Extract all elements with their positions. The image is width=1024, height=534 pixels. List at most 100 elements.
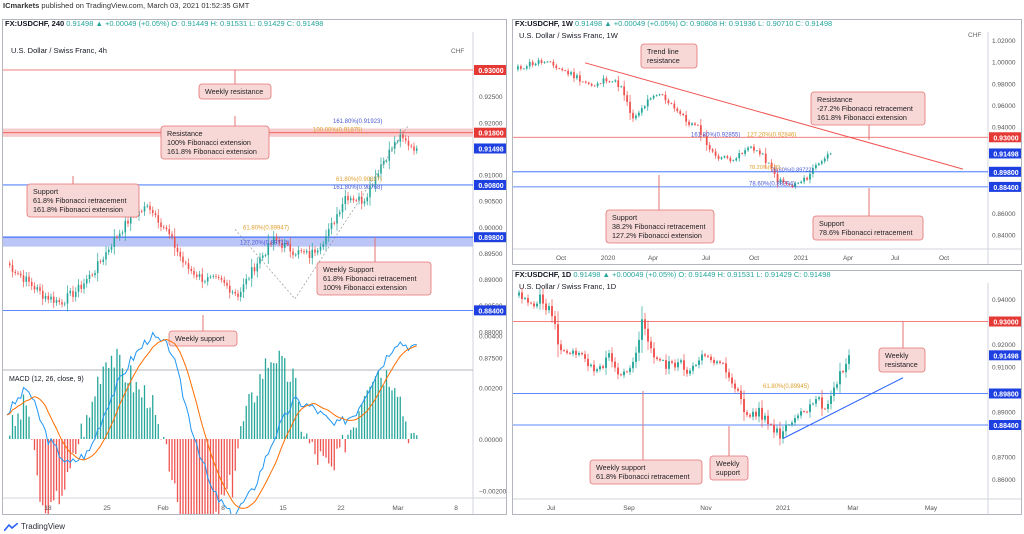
candle-body [656,357,658,360]
candle-body [635,115,637,119]
candle-body [292,251,294,256]
candle-body [695,364,697,366]
annotation-text: 100% Fibonacci extension [323,283,407,292]
candle-body [286,243,289,245]
candle-body [823,158,826,162]
candle-body [689,370,691,374]
candle-body [521,292,523,299]
candle-body [110,246,113,250]
annotation-text: 100% Fibonacci extension [167,138,251,147]
publish-info: published on TradingView.com, March 03, … [41,1,250,10]
candle-body [204,281,206,283]
candle-body [36,287,39,290]
ohlc-readout: 0.91498 ▲ +0.00049 (+0.05%) O: 0.91449 H… [573,270,831,279]
symbol-label: FX:USDCHF, 1D [515,270,572,279]
candle-body [737,388,739,391]
symbol-label: FX:USDCHF, 240 [5,19,65,28]
chart-canvas[interactable]: U.S. Dollar / Swiss Franc, 4h CHF 0.92500 0… [3,20,507,515]
candle-body [756,150,758,152]
candle-body [723,156,726,158]
candle-body [187,263,190,269]
candle-body [629,101,631,113]
chart-panel-1d[interactable]: FX:USDCHF, 1D 0.91498 ▲ +0.00049 (+0.05%… [512,270,1022,515]
candle-body [626,95,628,102]
candle-body [524,298,526,299]
candle-body [560,344,562,351]
candle-body [548,306,550,311]
candle-body [91,274,94,276]
candle-body [629,368,631,373]
candle-body [253,267,256,272]
candle-body [360,196,363,204]
annotation-text: Support [819,219,844,228]
candle-body [396,141,399,143]
candle-body [797,415,799,419]
candle-body [190,268,193,271]
fib-label: 78.60%(0.89722) [771,168,813,174]
candle-body [758,150,761,155]
chart-canvas[interactable]: U.S. Dollar / Swiss Franc, 1D 0.94000 0.93… [513,271,1022,515]
candle-body [608,81,611,83]
ohlc-readout: 0.91498 ▲ +0.00049 (+0.05%) O: 0.90808 H… [575,19,833,28]
candle-body [270,243,272,245]
annotation-text: Resistance [167,129,203,138]
candle-body [770,162,773,169]
annotation-text: Weekly support [175,334,224,343]
candle-body [785,424,787,432]
annotation-text: 78.6% Fibonacci retracement [819,228,912,237]
candle-body [794,183,797,187]
price-level-label: 0.89800 [993,170,1018,177]
candle-body [833,387,835,396]
candle-body [570,72,572,75]
time-tick: Nov [700,505,712,512]
candle-body [740,390,742,399]
time-tick: 8 [454,505,458,512]
candle-body [707,355,709,357]
support-zone [3,236,473,247]
candle-body [250,267,253,279]
candle-body [596,83,599,87]
candle-body [644,319,646,329]
candle-body [590,83,593,86]
candle-body [165,227,168,230]
candle-body [393,141,396,149]
chart-canvas[interactable]: U.S. Dollar / Swiss Franc, 1W CHF 1.02000 1… [513,20,1022,265]
instrument-name: U.S. Dollar / Swiss Franc, 1W [519,31,619,40]
candle-body [714,151,717,156]
candle-body [720,157,723,159]
candle-body [206,277,209,282]
candle-body [572,350,574,354]
candle-body [143,206,146,212]
candle-body [554,316,556,325]
candle-body [650,341,652,349]
candle-body [8,263,11,266]
candle-body [668,361,670,369]
chart-panel-1w[interactable]: FX:USDCHF, 1W 0.91498 ▲ +0.00049 (+0.05%… [512,19,1022,265]
candle-body [738,153,741,159]
candle-body [697,124,699,126]
candle-body [581,352,583,355]
candle-body [659,359,661,361]
candle-body [316,250,319,253]
candle-body [767,162,770,164]
candle-body [300,250,303,252]
annotation-text: Weekly Support [323,265,374,274]
panel-title: FX:USDCHF, 1D 0.91498 ▲ +0.00049 (+0.05%… [515,270,831,279]
fib-label: 61.80%(0.89945) [763,384,809,390]
price-level-tag [474,65,506,75]
candle-body [39,287,41,291]
candle-body [581,81,584,83]
price-tick: 0.86000 [992,211,1016,218]
price-level-tag [474,143,506,154]
tradingview-footer[interactable]: TradingView [4,522,65,531]
time-tick: Oct [556,255,566,262]
candle-body [540,60,543,63]
candle-body [237,293,239,297]
chart-panel-4h[interactable]: FX:USDCHF, 240 0.91498 ▲ +0.00049 (+0.05… [2,19,507,515]
candle-body [546,61,549,63]
candle-body [88,274,91,280]
candle-body [716,361,718,364]
candle-body [61,302,63,305]
candle-body [587,82,590,84]
candle-body [710,356,712,360]
